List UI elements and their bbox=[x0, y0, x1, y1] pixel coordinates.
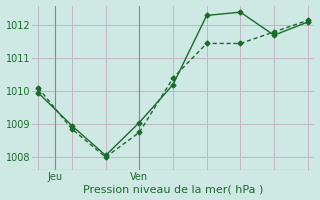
X-axis label: Pression niveau de la mer( hPa ): Pression niveau de la mer( hPa ) bbox=[83, 184, 263, 194]
